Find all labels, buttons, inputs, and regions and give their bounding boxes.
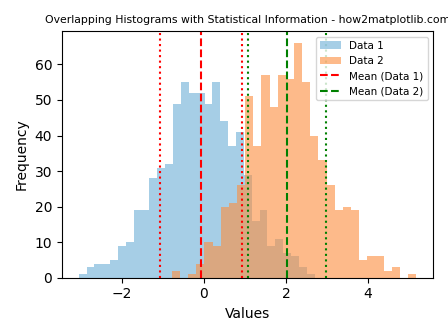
Bar <box>245 96 253 278</box>
Bar <box>79 274 86 278</box>
Bar <box>165 164 173 278</box>
Bar <box>335 210 343 278</box>
Bar <box>359 260 367 278</box>
Bar <box>110 260 118 278</box>
Bar <box>236 132 244 278</box>
Mean (Data 2) <box>284 276 290 280</box>
Bar <box>142 210 150 278</box>
Bar <box>228 146 236 278</box>
Bar <box>327 185 335 278</box>
Bar <box>196 263 204 278</box>
Bar <box>212 82 220 278</box>
Bar <box>319 160 327 278</box>
Bar <box>392 267 400 278</box>
Legend: Data 1, Data 2, Mean (Data 1), Mean (Data 2): Data 1, Data 2, Mean (Data 1), Mean (Dat… <box>316 37 428 100</box>
Bar <box>197 93 204 278</box>
Bar <box>367 256 375 278</box>
Bar <box>253 146 262 278</box>
Bar <box>204 103 212 278</box>
Bar <box>229 203 237 278</box>
Bar <box>408 274 416 278</box>
Bar <box>157 168 165 278</box>
Bar <box>173 103 181 278</box>
Bar <box>270 107 278 278</box>
Bar <box>252 221 259 278</box>
Bar <box>310 135 319 278</box>
Bar <box>262 75 270 278</box>
Bar <box>220 121 228 278</box>
Bar <box>95 263 102 278</box>
Bar <box>150 178 157 278</box>
Bar <box>278 75 286 278</box>
Bar <box>86 267 95 278</box>
Bar <box>294 43 302 278</box>
Bar <box>221 207 229 278</box>
Bar <box>291 256 299 278</box>
Bar <box>275 239 283 278</box>
Title: Overlapping Histograms with Statistical Information - how2matplotlib.com: Overlapping Histograms with Statistical … <box>45 15 448 25</box>
Bar <box>213 246 221 278</box>
Bar <box>375 256 383 278</box>
Bar <box>299 267 307 278</box>
Mean (Data 2) <box>284 272 290 276</box>
Bar <box>286 79 294 278</box>
Bar <box>307 274 314 278</box>
Bar <box>188 274 196 278</box>
Bar <box>189 93 197 278</box>
Mean (Data 1) <box>198 276 204 280</box>
Bar <box>172 270 180 278</box>
Bar <box>343 207 351 278</box>
Bar <box>118 246 126 278</box>
Bar <box>204 242 213 278</box>
Bar <box>283 253 291 278</box>
X-axis label: Values: Values <box>225 307 270 321</box>
Bar <box>126 242 134 278</box>
Y-axis label: Frequency: Frequency <box>15 119 29 191</box>
Bar <box>302 82 310 278</box>
Bar <box>244 175 252 278</box>
Bar <box>259 210 267 278</box>
Mean (Data 1) <box>198 272 204 276</box>
Bar <box>181 82 189 278</box>
Bar <box>102 263 110 278</box>
Bar <box>267 246 275 278</box>
Bar <box>134 210 142 278</box>
Bar <box>383 270 392 278</box>
Bar <box>237 185 245 278</box>
Bar <box>351 210 359 278</box>
